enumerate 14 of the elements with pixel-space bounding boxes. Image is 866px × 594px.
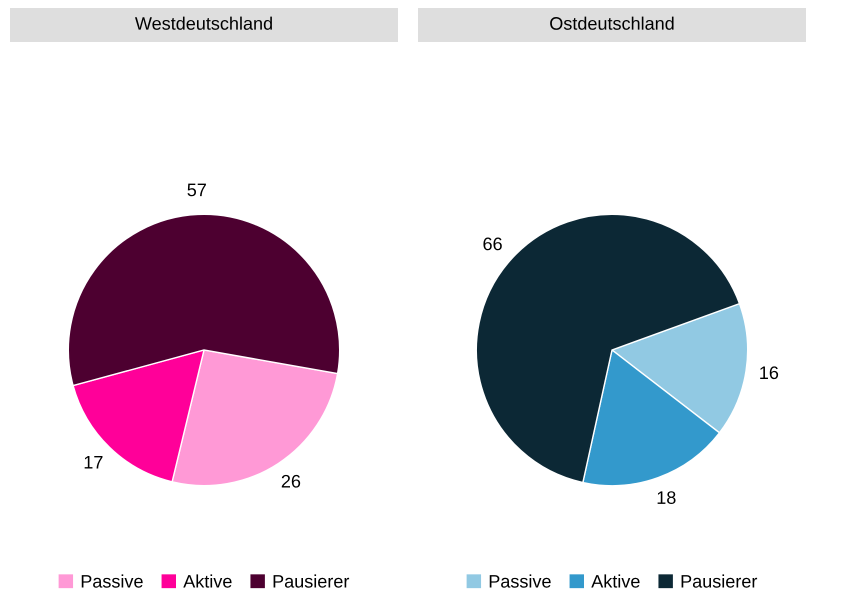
data-label: 26 [282,474,300,488]
data-label: 16 [760,366,778,380]
legend-label: Pausierer [682,574,758,588]
data-label: 18 [658,491,676,504]
legend-label: Passive [82,574,143,588]
legend-label: Aktive [591,574,640,588]
data-label: 66 [483,238,502,250]
chart-title: Ostdeutschland [550,16,674,30]
legend-label: Pausierer [274,574,350,588]
data-label: 57 [187,184,206,196]
legend-label: Aktive [183,574,232,588]
legend-label: Passive [490,574,551,588]
data-label: 17 [84,456,102,468]
chart-title: Westdeutschland [134,16,272,30]
